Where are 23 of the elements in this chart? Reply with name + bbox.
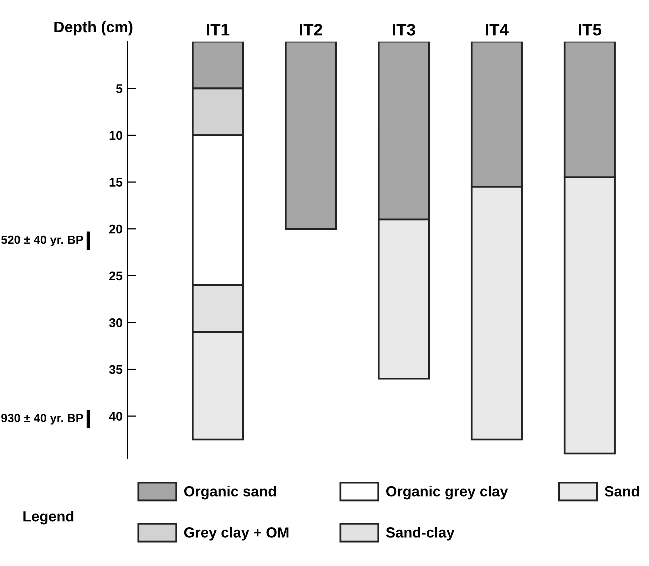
legend-label: Sand-clay	[386, 527, 455, 541]
y-tick-label: 10	[110, 131, 122, 140]
y-axis-title: Depth (cm)	[54, 21, 133, 36]
bar	[285, 42, 338, 230]
y-tick-label: 35	[109, 365, 123, 374]
y-tick-label: 20	[110, 224, 122, 234]
x-tick-label: IT2	[300, 24, 322, 36]
legend-title: Legend	[24, 511, 74, 525]
legend-label: Organic grey clay	[386, 486, 508, 500]
y-tick-label: 25	[110, 272, 123, 281]
x-tick-label: IT4	[486, 24, 509, 36]
y-tick-label: 30	[109, 318, 122, 328]
legend-label: Sand	[604, 486, 640, 497]
x-tick-label: IT3	[393, 24, 416, 36]
text: 520 ± 40 yr. BP	[2, 236, 84, 247]
x-tick-label: IT1	[207, 24, 230, 36]
legend-label: Grey clay + OM	[184, 527, 289, 541]
legend-label: Organic sand	[184, 486, 276, 500]
y-tick-label: 40	[109, 412, 122, 421]
y-tick-label: 5	[116, 84, 123, 94]
y-tick-label: 15	[110, 178, 123, 187]
x-tick-label: IT5	[579, 24, 602, 36]
text: 930 ± 40 yr. BP	[2, 414, 84, 425]
